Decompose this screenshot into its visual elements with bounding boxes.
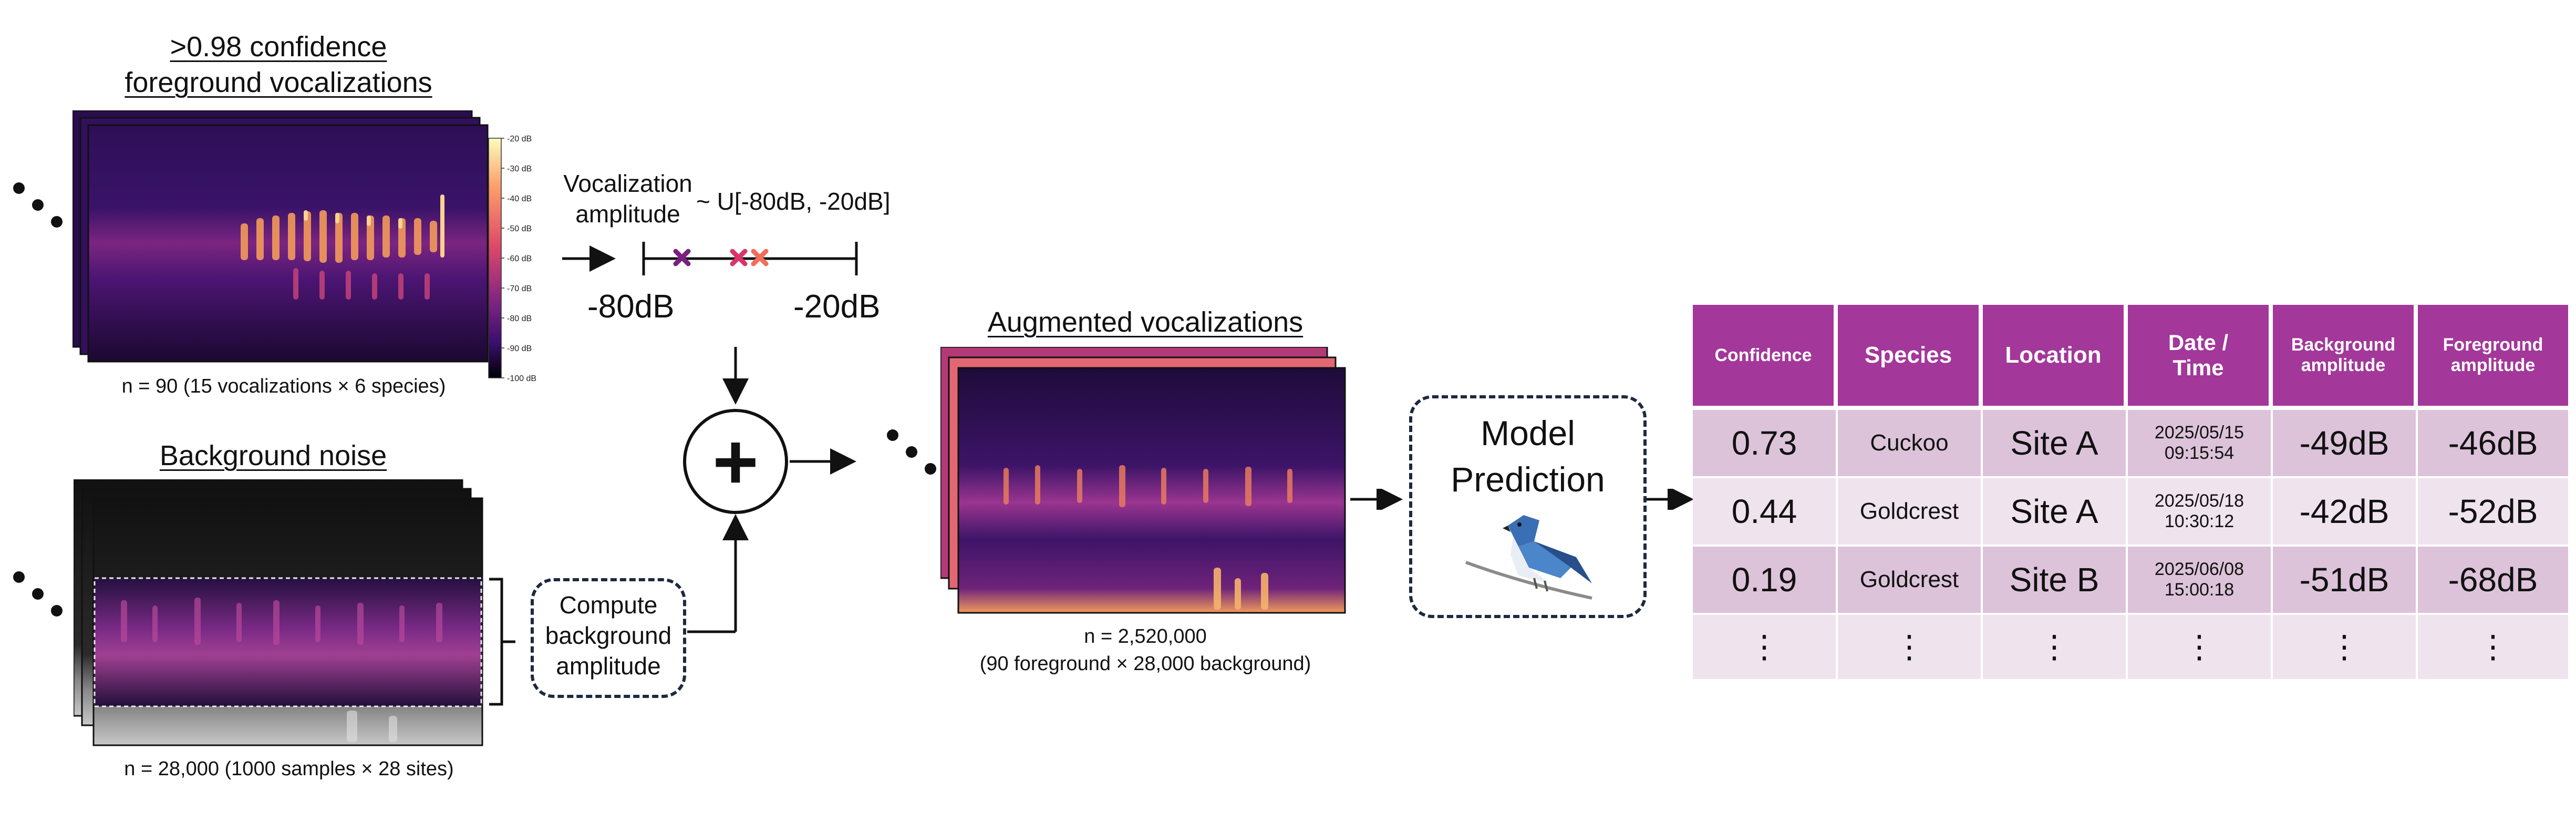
sampled-marker-icon	[671, 247, 692, 268]
augmented-caption-line1: n = 2,520,000	[1084, 625, 1207, 648]
table-cell: -49dB	[2273, 410, 2416, 476]
table-cell: 0.44	[1693, 478, 1836, 544]
table-cell: 0.19	[1693, 547, 1836, 613]
colorbar-tick-label: -30 dB	[507, 165, 532, 173]
colorbar-tick-label: -90 dB	[507, 344, 532, 353]
table-cell: ⋮	[2418, 615, 2568, 679]
bird-icon	[1461, 505, 1597, 604]
table-cell: Site B	[1983, 547, 2126, 613]
table-header-location: Location	[1983, 305, 2126, 406]
table-cell: -51dB	[2273, 547, 2416, 613]
table-cell: 2025/05/18 10:30:12	[2128, 478, 2271, 544]
foreground-spectrogram-stack	[71, 109, 493, 368]
background-spectrogram-stack	[73, 478, 494, 753]
colorbar-tick-label: -20 dB	[507, 136, 532, 143]
stack-dots-icon	[12, 179, 64, 231]
table-cell: ⋮	[1983, 615, 2126, 679]
colorbar-tick-label: -100 dB	[507, 374, 536, 383]
model-line2: Prediction	[1451, 460, 1605, 499]
table-cell: ⋮	[1693, 615, 1836, 679]
table-header-species: Species	[1838, 305, 1981, 406]
model-line1: Model	[1481, 414, 1575, 453]
amplitude-max-label: -20dB	[793, 289, 881, 325]
foreground-title-line2: foreground vocalizations	[125, 67, 432, 98]
foreground-caption: n = 90 (15 vocalizations × 6 species)	[121, 375, 446, 397]
colorbar-tick-label: -40 dB	[507, 194, 532, 203]
augmented-title: Augmented vocalizations	[987, 306, 1303, 338]
table-cell: ⋮	[2273, 615, 2416, 679]
table-cell: -52dB	[2418, 478, 2568, 544]
amplitude-label-line1: Vocalization	[563, 170, 692, 197]
table-cell: 2025/05/15 09:15:54	[2128, 410, 2271, 476]
model-box	[1409, 395, 1647, 618]
sampled-marker-icon	[749, 247, 770, 268]
background-caption: n = 28,000 (1000 samples × 28 sites)	[124, 758, 454, 780]
colorbar: -20 dB -30 dB -40 dB -50 dB -60 dB -70 d…	[486, 135, 565, 383]
table-cell: Goldcrest	[1838, 547, 1981, 613]
table-header-foreground-amplitude: Foreground amplitude	[2418, 305, 2568, 406]
combine-circle	[683, 409, 788, 514]
amplitude-scale	[557, 231, 872, 294]
compute-line3: amplitude	[556, 652, 661, 680]
colorbar-tick-label: -50 dB	[507, 224, 532, 233]
compute-amplitude-box	[531, 578, 686, 698]
colorbar-tick-label: -70 dB	[507, 284, 532, 293]
table-cell: 2025/06/08 15:00:18	[2128, 547, 2271, 613]
table-header-background-amplitude: Background amplitude	[2273, 305, 2416, 406]
results-table: Confidence Species Location Date / Time …	[1693, 305, 2568, 679]
background-bracket	[486, 576, 518, 707]
plus-icon: +	[712, 417, 759, 506]
foreground-title-line1: >0.98 confidence	[170, 31, 387, 63]
table-cell: Goldcrest	[1838, 478, 1981, 544]
table-header-datetime: Date / Time	[2128, 305, 2271, 406]
table-header-confidence: Confidence	[1693, 305, 1836, 406]
stack-dots-icon	[885, 426, 938, 478]
table-cell: ⋮	[1838, 615, 1981, 679]
table-cell: 0.73	[1693, 410, 1836, 476]
amplitude-label-line2: amplitude	[575, 200, 680, 228]
table-cell: -68dB	[2418, 547, 2568, 613]
arrow-to-model	[1350, 486, 1408, 512]
amplitude-distribution: ~ U[-80dB, -20dB]	[696, 188, 891, 215]
sampled-marker-icon	[728, 247, 749, 268]
stack-dots-icon	[12, 568, 64, 620]
colorbar-tick-label: -80 dB	[507, 314, 532, 323]
compute-line1: Compute	[559, 591, 658, 619]
colorbar-tick-label: -60 dB	[507, 254, 532, 263]
augmented-caption-line2: (90 foreground × 28,000 background)	[979, 653, 1311, 675]
augmented-spectrogram-stack	[939, 346, 1361, 620]
flow-connectors	[683, 294, 946, 641]
table-cell: ⋮	[2128, 615, 2271, 679]
table-cell: -46dB	[2418, 410, 2568, 476]
amplitude-min-label: -80dB	[587, 289, 675, 325]
table-cell: -42dB	[2273, 478, 2416, 544]
table-cell: Site A	[1983, 478, 2126, 544]
arrow-to-table	[1647, 486, 1699, 512]
table-cell: Site A	[1983, 410, 2126, 476]
table-cell: Cuckoo	[1838, 410, 1981, 476]
background-title: Background noise	[159, 440, 387, 471]
compute-line2: background	[545, 622, 672, 649]
